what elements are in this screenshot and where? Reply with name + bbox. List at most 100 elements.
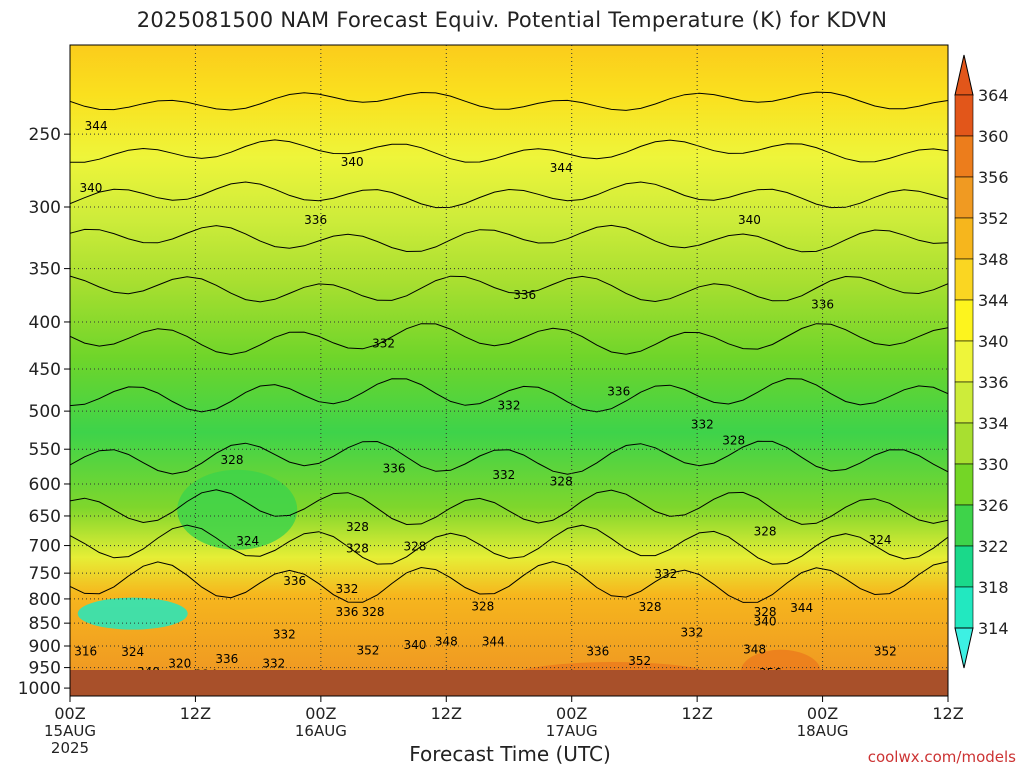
y-tick-label: 700 bbox=[29, 537, 61, 557]
contour-line bbox=[70, 181, 948, 209]
contour-label: 352 bbox=[356, 643, 379, 657]
contour-label: 324 bbox=[236, 534, 259, 548]
x-tick-label: 00Z bbox=[807, 704, 838, 723]
colorbar-label: 340 bbox=[978, 332, 1009, 351]
colorbar-box bbox=[954, 340, 974, 383]
contour-label: 340 bbox=[403, 638, 426, 652]
colorbar-label: 344 bbox=[978, 291, 1009, 310]
x-tick-label: 00Z bbox=[54, 704, 85, 723]
colorbar-label: 334 bbox=[978, 414, 1009, 433]
contour-line bbox=[70, 378, 948, 413]
contour-line bbox=[70, 139, 948, 163]
contour-label: 344 bbox=[790, 601, 813, 615]
y-tick-label: 400 bbox=[29, 313, 61, 333]
contour-label: 328 bbox=[754, 605, 777, 619]
y-tick-label: 950 bbox=[29, 659, 61, 679]
y-tick-label: 1000 bbox=[18, 679, 61, 699]
contour-label: 344 bbox=[482, 635, 505, 649]
x-tick-date: 18AUG bbox=[797, 722, 849, 740]
contour-label: 328 bbox=[471, 599, 494, 613]
colorbar-top-arrow bbox=[954, 54, 974, 96]
x-tick-label: 00Z bbox=[305, 704, 336, 723]
contour-label: 324 bbox=[121, 645, 144, 659]
contour-label: 336 bbox=[304, 213, 327, 227]
colorbar-box bbox=[954, 463, 974, 506]
colorbar-label: 352 bbox=[978, 209, 1009, 228]
contour-line bbox=[70, 524, 948, 565]
contour-label: 328 bbox=[362, 605, 385, 619]
y-tick-label: 550 bbox=[29, 440, 61, 460]
contour-label: 328 bbox=[639, 600, 662, 614]
contour-line bbox=[70, 489, 948, 526]
y-tick-label: 350 bbox=[29, 260, 61, 280]
contour-label: 332 bbox=[336, 582, 359, 596]
contour-line bbox=[70, 91, 948, 111]
colorbar-label: 314 bbox=[978, 619, 1009, 638]
contour-label: 324 bbox=[869, 533, 892, 547]
surface-warm-pocket bbox=[740, 649, 821, 670]
x-tick-label: 12Z bbox=[180, 704, 211, 723]
contour-label: 328 bbox=[722, 433, 745, 447]
colorbar-label: 364 bbox=[978, 86, 1009, 105]
colorbar-box bbox=[954, 299, 974, 342]
y-tick-label: 250 bbox=[29, 125, 61, 145]
x-tick-year: 2025 bbox=[51, 739, 89, 757]
colorbar-box bbox=[954, 422, 974, 465]
y-tick-label: 800 bbox=[29, 590, 61, 610]
contour-line bbox=[70, 440, 948, 475]
contour-label: 332 bbox=[262, 656, 285, 670]
colorbar-label: 348 bbox=[978, 250, 1009, 269]
contour-label: 352 bbox=[874, 644, 897, 658]
contour-label: 344 bbox=[550, 161, 573, 175]
contour-label: 336 bbox=[513, 288, 536, 302]
credit-link[interactable]: coolwx.com/models bbox=[867, 748, 1016, 766]
y-tick-label: 900 bbox=[29, 637, 61, 657]
contour-line bbox=[70, 224, 948, 253]
plot-frame bbox=[69, 44, 949, 697]
contour-label: 332 bbox=[498, 398, 521, 412]
contour-label: 340 bbox=[79, 181, 102, 195]
contour-label: 328 bbox=[754, 525, 777, 539]
contour-label: 336 bbox=[283, 574, 306, 588]
x-tick-label: 00Z bbox=[556, 704, 587, 723]
contour-label: 336 bbox=[336, 605, 359, 619]
colorbar-box bbox=[954, 545, 974, 588]
contour-label: 332 bbox=[680, 625, 703, 639]
contour-label: 352 bbox=[628, 654, 651, 668]
contour-line bbox=[70, 323, 948, 356]
contour-line bbox=[70, 275, 948, 303]
colorbar-box bbox=[954, 94, 974, 137]
x-tick-date: 15AUG bbox=[44, 722, 96, 740]
contour-label: 336 bbox=[811, 298, 834, 312]
y-tick-label: 850 bbox=[29, 614, 61, 634]
contour-line bbox=[70, 561, 948, 603]
colorbar-label: 330 bbox=[978, 455, 1009, 474]
contour-label: 340 bbox=[754, 615, 777, 629]
y-tick-label: 650 bbox=[29, 507, 61, 527]
colorbar-label: 360 bbox=[978, 127, 1009, 146]
x-tick-date: 17AUG bbox=[546, 722, 598, 740]
contour-label: 336 bbox=[607, 384, 630, 398]
x-tick-label: 12Z bbox=[932, 704, 963, 723]
contour-label: 340 bbox=[738, 213, 761, 227]
colorbar-box bbox=[954, 135, 974, 178]
contour-label: 328 bbox=[346, 541, 369, 555]
colorbar-label: 322 bbox=[978, 537, 1009, 556]
chart-title: 2025081500 NAM Forecast Equiv. Potential… bbox=[136, 8, 888, 32]
y-tick-label: 750 bbox=[29, 564, 61, 584]
x-tick-date: 16AUG bbox=[295, 722, 347, 740]
y-axis: 250 300 350 400 450 500 550 600 650 700 750 800 850 9… bbox=[18, 125, 70, 699]
contour-label: 336 bbox=[215, 652, 238, 666]
y-tick-label: 600 bbox=[29, 475, 61, 495]
contour-label: 332 bbox=[372, 336, 395, 350]
field-background bbox=[70, 45, 948, 670]
colorbar-box bbox=[954, 504, 974, 547]
colorbar-label: 336 bbox=[978, 373, 1009, 392]
ground-band bbox=[70, 670, 948, 696]
x-tick-label: 12Z bbox=[431, 704, 462, 723]
contour-label: 332 bbox=[273, 628, 296, 642]
contour-label: 328 bbox=[221, 453, 244, 467]
